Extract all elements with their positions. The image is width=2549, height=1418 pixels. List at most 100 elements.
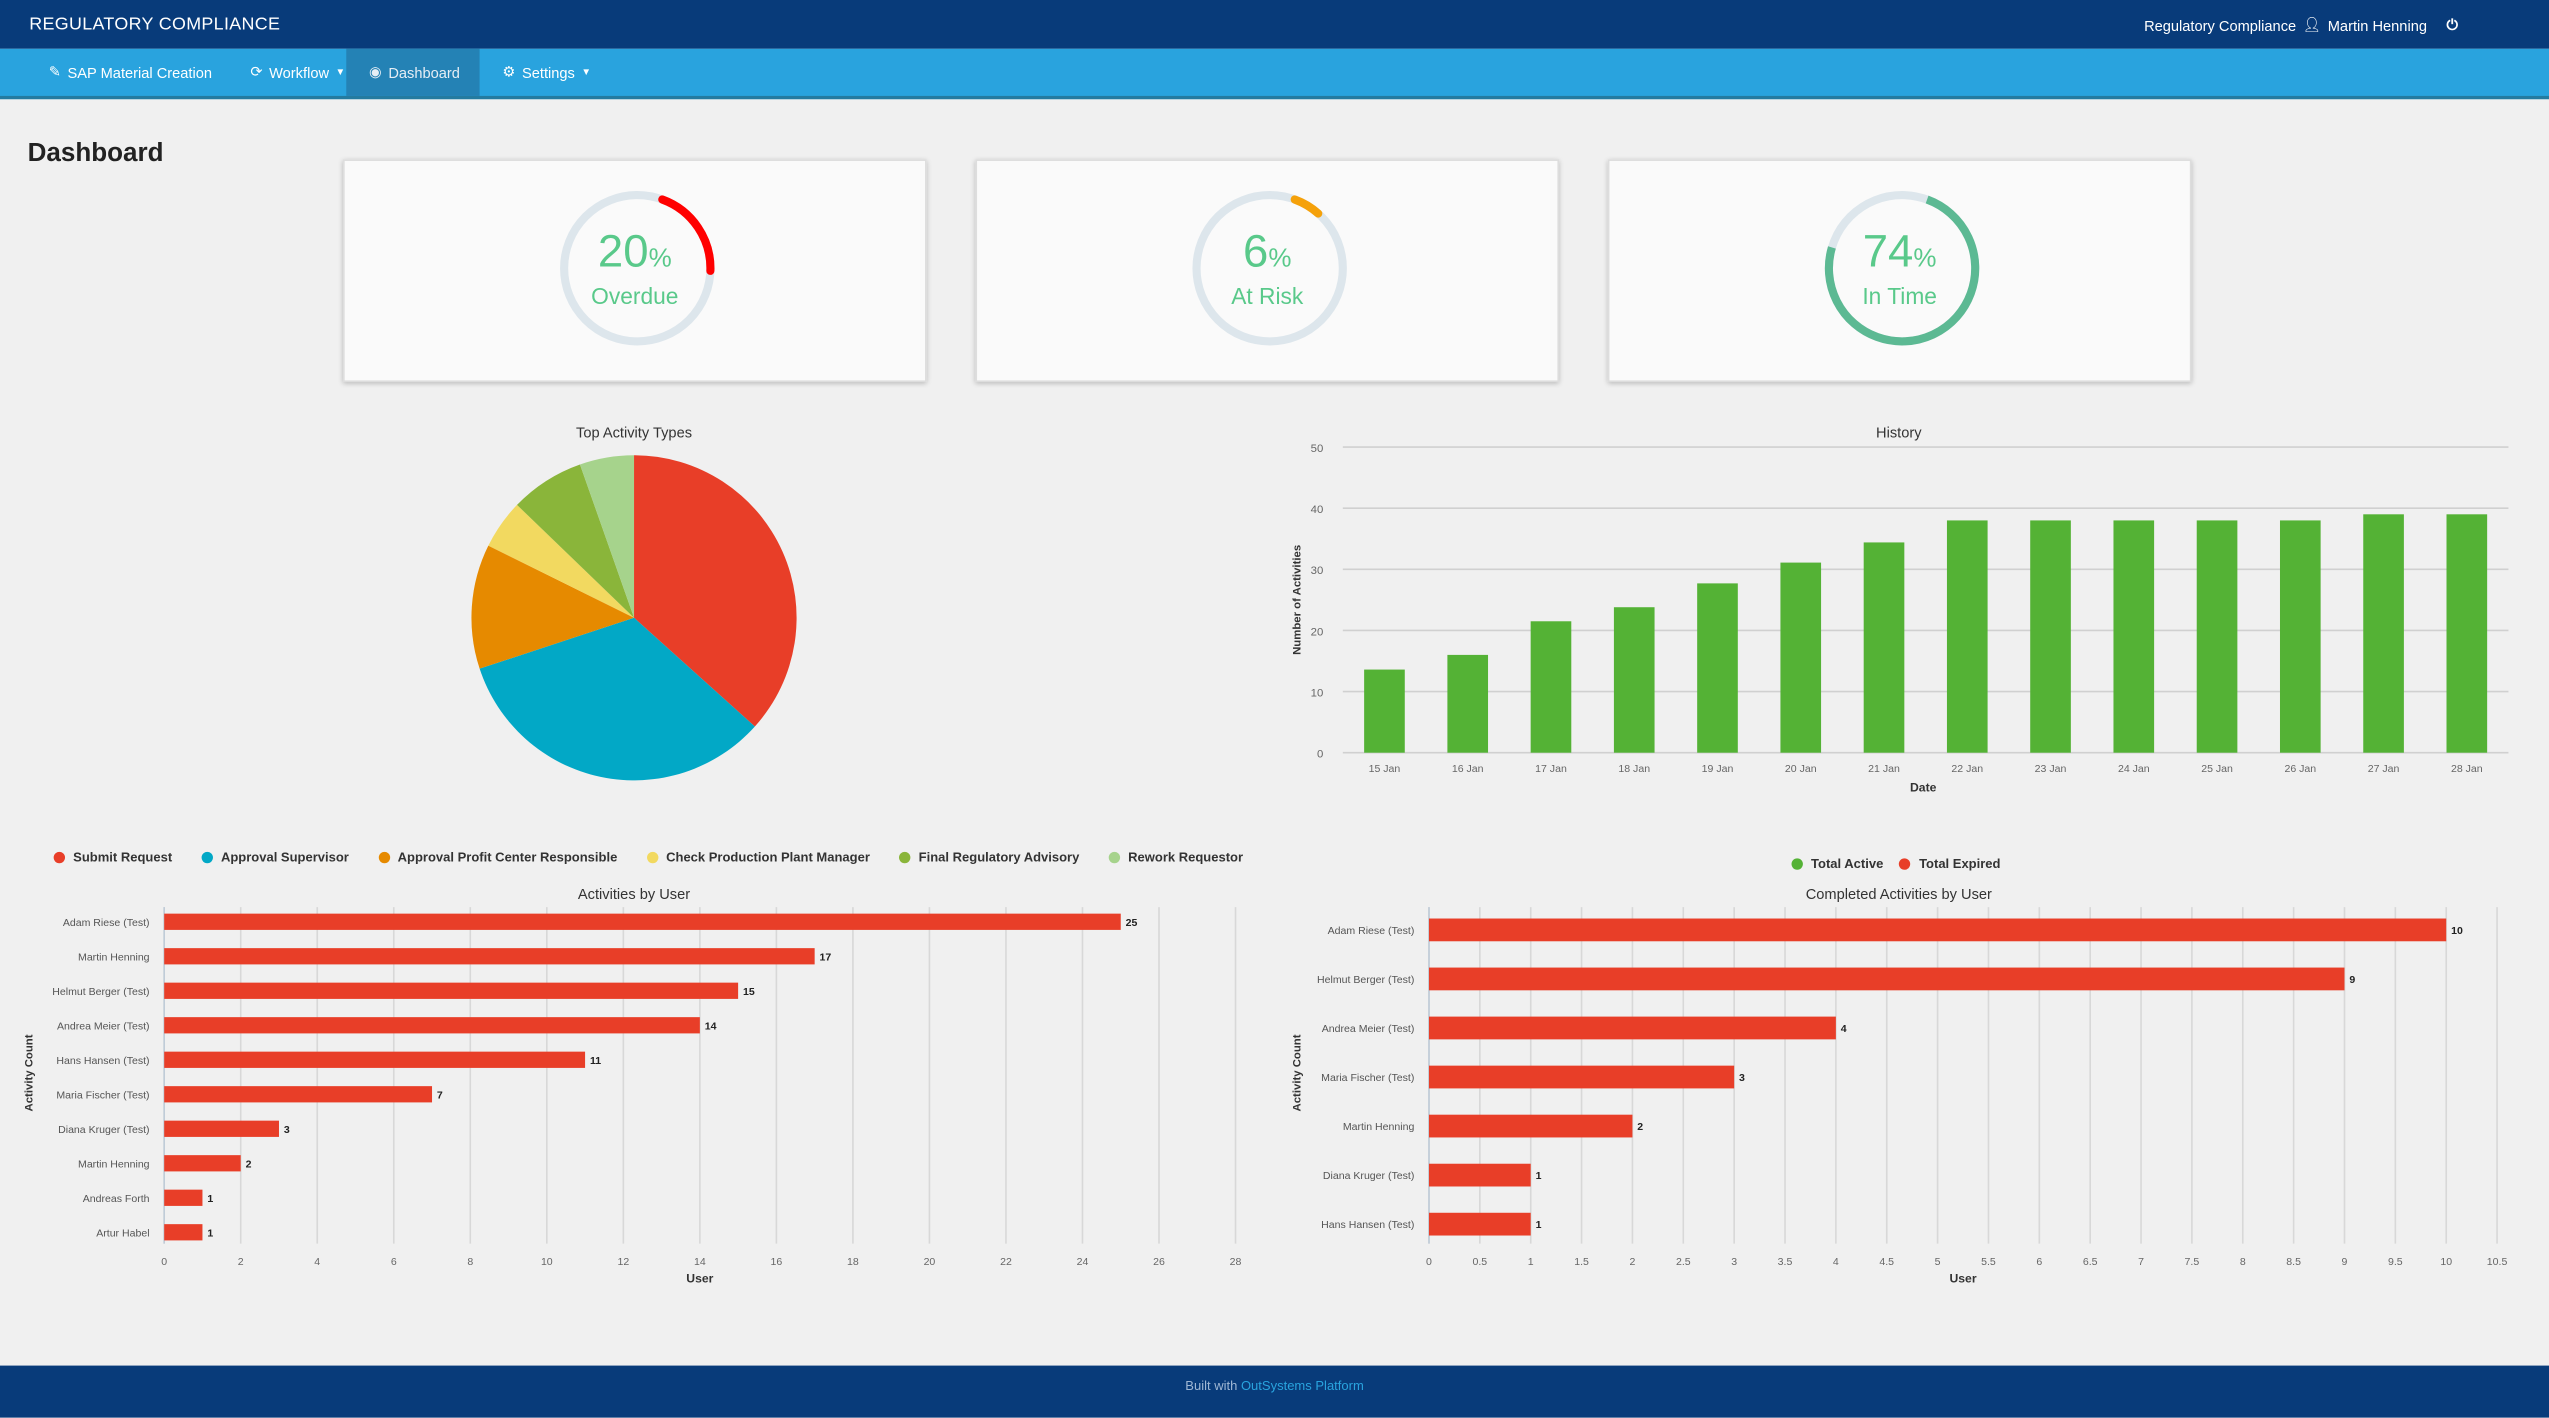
data-label: 11 (590, 1055, 601, 1067)
x-tick-label: 24 (1077, 1256, 1089, 1268)
x-axis-title: Date (1910, 781, 1937, 795)
gauge-label: In Time (1862, 282, 1937, 309)
gauge-value: 6% (1243, 225, 1292, 277)
data-label: 7 (437, 1089, 443, 1101)
app-name: Regulatory Compliance (2144, 17, 2297, 34)
y-tick-label: 20 (1311, 626, 1324, 638)
bar (1428, 918, 2447, 942)
legend-label: Check Production Plant Manager (666, 850, 870, 865)
legend-dot (899, 851, 911, 864)
data-label: 25 (1126, 917, 1138, 929)
legend-label: Approval Supervisor (220, 850, 349, 865)
y-tick-label: Maria Fischer (Test) (56, 1089, 149, 1101)
caret-down-icon: ▼ (335, 67, 346, 78)
legend-item[interactable]: Total Active (1791, 857, 1883, 871)
y-tick-label: 30 (1311, 565, 1324, 577)
x-tick-label: 24 Jan (2118, 763, 2150, 775)
gauge-label: At Risk (1231, 282, 1304, 309)
x-tick-label: 4.5 (1879, 1256, 1894, 1268)
y-tick-label: Hans Hansen (Test) (56, 1055, 149, 1067)
x-tick-label: 3 (1731, 1256, 1737, 1268)
data-label: 1 (207, 1227, 213, 1239)
x-tick-label: 28 Jan (2451, 763, 2483, 775)
completed-activities-title: Completed Activities by User (1805, 886, 1992, 903)
legend-dot (378, 851, 390, 864)
gauge-ring (1824, 191, 1980, 346)
bar (1428, 1065, 1735, 1089)
bar (1946, 520, 1988, 753)
bar (164, 1086, 433, 1103)
legend-label: Total Expired (1919, 856, 2001, 872)
power-icon[interactable]: ⏻ (2446, 16, 2459, 33)
user-area: Regulatory Compliance 👤︎ Martin Henning … (2144, 16, 2458, 34)
x-tick-label: 8.5 (2286, 1256, 2301, 1268)
data-label: 15 (743, 986, 755, 998)
pie-slice (634, 455, 797, 727)
pie-title: Top Activity Types (576, 424, 693, 441)
nav-settings[interactable]: ⚙ Settings ▼ (502, 63, 592, 81)
x-tick-label: 18 (847, 1256, 859, 1268)
x-axis-title: User (1949, 1272, 1976, 1286)
bar (1447, 654, 1489, 753)
x-tick-label: 2.5 (1676, 1256, 1691, 1268)
history-title: History (1876, 424, 1922, 441)
y-tick-label: Martin Henning (78, 1158, 150, 1170)
legend-label: Submit Request (73, 850, 173, 865)
y-tick-label: 50 (1311, 443, 1324, 455)
gauge-ring (560, 191, 715, 346)
pie-slice (579, 455, 635, 618)
y-tick-label: Diana Kruger (Test) (1323, 1170, 1414, 1182)
data-label: 1 (207, 1193, 213, 1205)
data-label: 1 (1536, 1219, 1542, 1231)
user-name-link[interactable]: Martin Henning (2327, 17, 2427, 34)
legend-dot (1791, 858, 1803, 870)
bar (164, 913, 1121, 930)
bar (2363, 514, 2404, 753)
legend-item[interactable]: Total Expired (1899, 856, 2001, 872)
legend-item[interactable]: Approval Supervisor (201, 850, 349, 865)
nav-dashboard[interactable]: ◉ Dashboard (346, 48, 480, 96)
data-label: 3 (284, 1124, 290, 1136)
x-tick-label: 1 (1528, 1256, 1534, 1268)
data-label: 2 (246, 1158, 252, 1170)
data-label: 14 (705, 1020, 717, 1032)
legend-item[interactable]: Check Production Plant Manager (646, 850, 870, 865)
legend-item[interactable]: Rework Requestor (1108, 850, 1243, 865)
nav-workflow[interactable]: ⟳ Workflow ▼ (250, 63, 346, 81)
x-tick-label: 1.5 (1574, 1256, 1589, 1268)
nav-sap-material-creation[interactable]: ✎ SAP Material Creation (48, 63, 213, 81)
x-tick-label: 10.5 (2487, 1256, 2508, 1268)
bar (2446, 514, 2488, 753)
outsystems-link[interactable]: OutSystems Platform (1240, 1378, 1364, 1394)
bar (1863, 542, 1905, 753)
x-tick-label: 10 (541, 1256, 553, 1268)
x-tick-label: 5.5 (1981, 1256, 1996, 1268)
bar (1428, 1163, 1531, 1187)
y-tick-label: Martin Henning (78, 951, 150, 963)
legend-dot (646, 851, 658, 864)
x-tick-label: 5 (1935, 1256, 1941, 1268)
data-label: 4 (1841, 1023, 1847, 1035)
bar (164, 1051, 586, 1068)
legend-item[interactable]: Final Regulatory Advisory (899, 850, 1079, 865)
y-tick-label: 40 (1311, 504, 1324, 516)
gauge-ring (1192, 191, 1347, 346)
bar (164, 1120, 279, 1137)
x-tick-label: 0 (1426, 1256, 1432, 1268)
legend-item[interactable]: Approval Profit Center Responsible (378, 850, 617, 865)
legend-item[interactable]: Submit Request (53, 850, 173, 865)
x-tick-label: 2 (238, 1256, 244, 1268)
y-axis-title: Activity Count (24, 1034, 36, 1111)
bar (2279, 520, 2321, 753)
gear-icon: ⚙ (502, 63, 516, 80)
y-tick-label: Adam Riese (Test) (63, 917, 150, 929)
x-tick-label: 9.5 (2388, 1256, 2403, 1268)
pie-legend: Submit Request Approval Supervisor Approva… (53, 850, 1273, 865)
x-tick-label: 16 (771, 1256, 783, 1268)
pie-slice (488, 504, 635, 618)
app-title[interactable]: REGULATORY COMPLIANCE (29, 14, 281, 35)
completed-activities-chart: 0 0.5 1 1.5 2 2.5 3 3.5 4 4.5 5 5.5 6 6.5 7 7.5 8 8.5 9 9.5… (1292, 907, 2508, 1286)
x-tick-label: 28 (1230, 1256, 1242, 1268)
bar (164, 1189, 203, 1206)
